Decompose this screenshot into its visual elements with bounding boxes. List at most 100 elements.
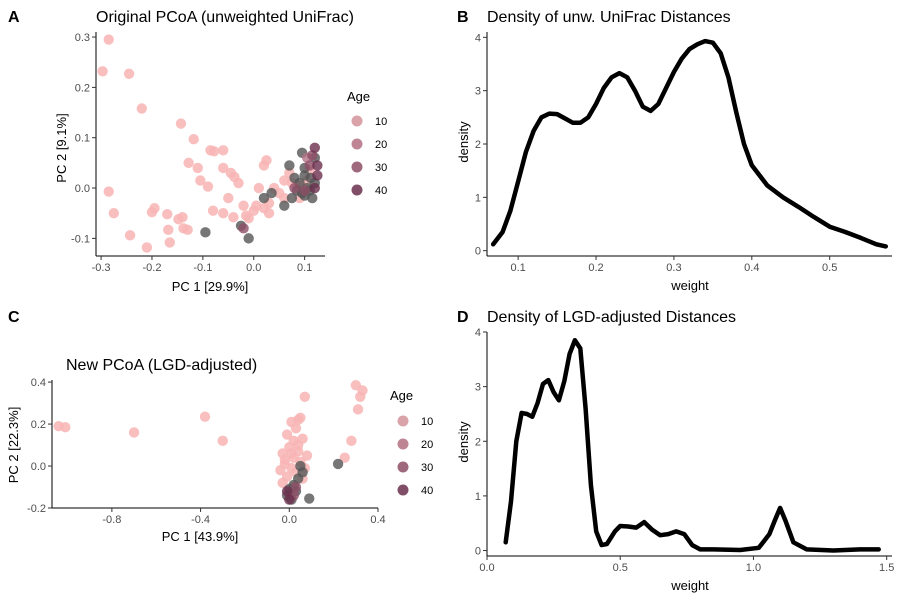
data-point-a <box>307 192 318 204</box>
data-point-a <box>284 160 295 171</box>
x-tick-label-b: 0.5 <box>822 262 837 274</box>
data-point-a <box>208 146 220 157</box>
data-point-c <box>275 465 286 476</box>
data-point-a <box>183 157 194 169</box>
legend-label-a: 30 <box>375 162 387 174</box>
data-point-c <box>297 467 308 478</box>
legend-key-a <box>351 184 363 196</box>
panel-letter-d: D <box>457 309 469 326</box>
data-point-c <box>286 416 297 428</box>
data-point-a <box>195 175 206 186</box>
density-line-d <box>503 337 881 553</box>
data-point-c <box>128 427 140 438</box>
data-point-a <box>286 192 298 204</box>
data-point-c <box>299 391 311 402</box>
y-tick-label-c: -0.2 <box>27 503 46 515</box>
data-point-a <box>124 230 136 241</box>
x-tick-label-c: 0.4 <box>370 514 385 526</box>
panel-title-b: Density of unw. UniFrac Distances <box>487 9 731 26</box>
data-point-c <box>281 486 293 497</box>
panel-letter-b: B <box>457 9 469 26</box>
data-point-a <box>253 182 265 194</box>
data-point-a <box>218 208 229 219</box>
panel-letter-a: A <box>8 9 20 26</box>
y-tick-label-d: 4 <box>475 327 481 339</box>
y-tick-label-c: 0.2 <box>31 419 46 431</box>
panel-title-d: Density of LGD-adjusted Distances <box>487 309 736 326</box>
data-point-a <box>103 34 114 45</box>
data-point-a <box>238 223 249 234</box>
data-point-c <box>279 454 291 465</box>
x-tick-label-b: 0.4 <box>744 262 759 274</box>
y-tick-label-d: 1 <box>475 491 481 503</box>
data-point-a <box>146 207 158 218</box>
data-point-a <box>175 118 187 129</box>
data-point-c <box>304 493 315 504</box>
y-tick-label-a: 0.0 <box>75 183 90 195</box>
legend-label-c: 40 <box>421 485 433 497</box>
y-tick-label-a: -0.1 <box>71 233 90 245</box>
y-tick-label-d: 0 <box>475 546 481 558</box>
data-point-a <box>299 185 310 196</box>
ylabel-d: density <box>456 421 471 463</box>
data-point-a <box>258 192 270 204</box>
data-point-c <box>292 439 304 451</box>
density-plot-d: 0.0 0.5 1.0 1.5 0 1 2 3 4 <box>475 327 894 574</box>
data-point-a <box>261 155 272 166</box>
data-point-a <box>103 186 114 197</box>
scatter-plot-c: -0.8 -0.4 0.0 0.4 -0.2 0.0 0.2 0.4 <box>27 377 386 526</box>
data-point-a <box>188 134 199 145</box>
x-tick-label-a: 0.0 <box>246 262 261 274</box>
legend-c: 10 20 30 40 <box>397 415 433 497</box>
xlabel-d: weight <box>670 578 709 593</box>
data-point-a <box>312 160 323 171</box>
legend-title-c: Age <box>390 388 413 403</box>
legend-a: 10 20 30 40 <box>351 115 387 197</box>
data-point-c <box>290 481 302 493</box>
data-point-c <box>286 448 297 459</box>
xlabel-b: weight <box>670 278 709 293</box>
x-tick-label-a: 0.1 <box>297 262 312 274</box>
data-point-c <box>217 435 228 447</box>
data-point-a <box>228 212 239 223</box>
legend-label-c: 20 <box>421 439 433 451</box>
y-tick-label-b: 0 <box>475 246 481 258</box>
data-point-a <box>97 66 108 77</box>
legend-key-a <box>351 138 363 150</box>
data-point-a <box>312 170 323 181</box>
data-point-a <box>218 145 229 156</box>
legend-key-c <box>397 461 409 473</box>
legend-label-a: 40 <box>375 185 387 197</box>
data-point-a <box>218 162 229 174</box>
ylabel-c: PC 2 [22.3%] <box>6 407 21 484</box>
y-tick-label-b: 2 <box>475 139 481 151</box>
x-tick-label-d: 1.0 <box>746 562 761 574</box>
data-point-a <box>162 209 173 220</box>
data-point-a <box>309 182 321 194</box>
data-point-a <box>223 192 234 204</box>
panel-letter-c: C <box>8 309 20 326</box>
data-point-c <box>281 429 293 440</box>
data-point-a <box>163 224 174 236</box>
data-point-a <box>309 142 321 153</box>
x-tick-label-a: -0.2 <box>142 262 161 274</box>
legend-label-a: 10 <box>375 116 387 128</box>
y-tick-label-d: 2 <box>475 436 481 448</box>
x-tick-label-b: 0.3 <box>666 262 681 274</box>
data-point-a <box>229 171 240 183</box>
y-tick-label-c: 0.0 <box>31 461 46 473</box>
data-point-c <box>355 391 366 402</box>
legend-key-c <box>397 484 409 496</box>
data-point-a <box>289 182 300 194</box>
data-point-a <box>202 181 214 192</box>
data-point-a <box>299 170 310 181</box>
y-tick-label-b: 3 <box>475 86 481 98</box>
y-tick-label-a: 0.3 <box>75 32 90 44</box>
data-point-a <box>182 224 193 236</box>
y-tick-label-b: 1 <box>475 192 481 204</box>
x-tick-label-c: -0.4 <box>191 514 210 526</box>
legend-label-c: 10 <box>421 416 433 428</box>
xlabel-a: PC 1 [29.9%] <box>172 279 249 294</box>
